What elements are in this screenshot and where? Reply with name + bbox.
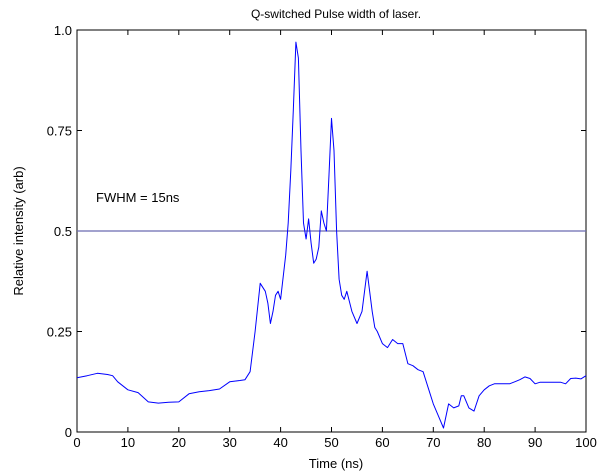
chart-title: Q-switched Pulse width of laser. xyxy=(251,7,421,21)
x-axis-ticks xyxy=(76,30,587,432)
x-tick-label: 80 xyxy=(477,435,491,450)
x-tick-label: 20 xyxy=(172,435,186,450)
x-tick-label: 70 xyxy=(426,435,440,450)
x-tick-label: 60 xyxy=(375,435,389,450)
y-tick-label: 0 xyxy=(65,425,72,440)
x-axis-tick-labels: 0 10 20 30 40 50 60 70 80 90 100 xyxy=(73,435,596,450)
x-tick-label: 90 xyxy=(528,435,542,450)
x-tick-label: 0 xyxy=(73,435,80,450)
y-axis-label: Relative intensity (arb) xyxy=(11,166,26,295)
y-tick-label: 0.5 xyxy=(54,224,72,239)
fwhm-annotation: FWHM = 15ns xyxy=(96,190,180,205)
intensity-trace-line xyxy=(76,41,587,429)
y-tick-label: 0.25 xyxy=(47,325,72,340)
x-tick-label: 100 xyxy=(575,435,597,450)
x-tick-label: 30 xyxy=(222,435,236,450)
x-tick-label: 40 xyxy=(273,435,287,450)
y-tick-label: 0.75 xyxy=(47,124,72,139)
y-axis-tick-labels: 0 0.25 0.5 0.75 1.0 xyxy=(47,23,72,440)
x-tick-label: 10 xyxy=(121,435,135,450)
y-tick-label: 1.0 xyxy=(54,23,72,38)
x-axis-label: Time (ns) xyxy=(309,456,363,471)
x-tick-label: 50 xyxy=(324,435,338,450)
